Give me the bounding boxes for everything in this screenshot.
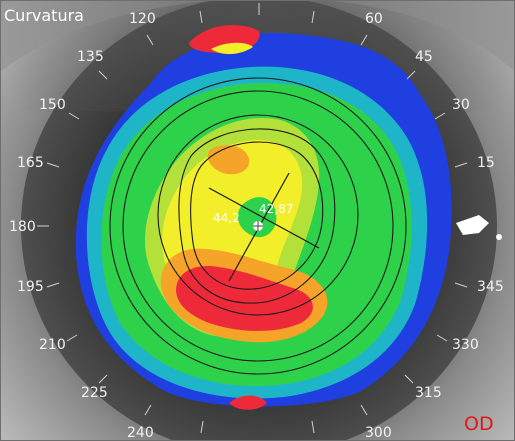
tick-60 bbox=[360, 34, 368, 46]
tick-255 bbox=[200, 420, 204, 434]
ring-irregular-inner bbox=[190, 141, 324, 290]
angle-label-15: 15 bbox=[477, 155, 495, 171]
tick-210 bbox=[66, 334, 78, 342]
specular-reflection bbox=[456, 215, 489, 235]
angle-label-60: 60 bbox=[365, 11, 383, 27]
zone-red bbox=[176, 266, 313, 331]
tick-195 bbox=[46, 282, 60, 288]
angle-label-345: 345 bbox=[477, 279, 504, 295]
tick-120 bbox=[146, 34, 154, 46]
ring-pupil bbox=[157, 114, 359, 316]
tick-30 bbox=[434, 112, 446, 120]
angle-label-330: 330 bbox=[452, 337, 479, 353]
reference-rings bbox=[109, 77, 407, 375]
angle-label-165: 165 bbox=[17, 155, 44, 171]
tick-240 bbox=[144, 404, 152, 416]
tick-330 bbox=[436, 334, 448, 342]
angle-label-120: 120 bbox=[129, 11, 156, 27]
angle-label-150: 150 bbox=[39, 97, 66, 113]
tick-165 bbox=[46, 162, 60, 168]
tick-15 bbox=[454, 162, 468, 168]
tick-105 bbox=[199, 10, 203, 24]
tick-75 bbox=[311, 10, 315, 24]
tick-315 bbox=[404, 374, 414, 384]
angle-labels: 120 60 135 45 150 30 165 15 180 195 345 … bbox=[9, 11, 504, 440]
tick-300 bbox=[360, 404, 368, 416]
map-title: Curvatura bbox=[4, 6, 84, 25]
tick-150 bbox=[68, 112, 80, 120]
angle-label-195: 195 bbox=[17, 279, 44, 295]
tick-45 bbox=[406, 70, 416, 80]
ring-middle bbox=[122, 90, 394, 362]
eye-indicator: OD bbox=[464, 413, 494, 435]
tick-345 bbox=[454, 282, 468, 288]
k-flat-readout: 44,2 bbox=[213, 211, 240, 225]
angle-label-315: 315 bbox=[415, 385, 442, 401]
zone-apex-green bbox=[237, 197, 277, 238]
angle-label-30: 30 bbox=[452, 97, 470, 113]
ring-outer bbox=[109, 77, 407, 375]
ring-irregular-outer bbox=[178, 128, 336, 304]
angle-label-225: 225 bbox=[81, 385, 108, 401]
angle-label-240: 240 bbox=[127, 425, 154, 440]
angle-label-45: 45 bbox=[415, 49, 433, 65]
angle-label-210: 210 bbox=[39, 337, 66, 353]
k-steep-readout: 42,87 bbox=[259, 202, 293, 216]
angle-label-300: 300 bbox=[365, 425, 392, 440]
superior-yellow-spot bbox=[211, 42, 253, 55]
inferior-red-spot bbox=[229, 395, 267, 410]
angle-label-135: 135 bbox=[77, 49, 104, 65]
tick-285 bbox=[311, 420, 315, 434]
zone-orange-island bbox=[207, 145, 250, 175]
specular-reflection-dot bbox=[496, 234, 502, 240]
tick-225 bbox=[98, 374, 108, 384]
tick-135 bbox=[98, 70, 108, 80]
angle-tick-marks bbox=[37, 3, 468, 434]
angle-label-180: 180 bbox=[9, 219, 36, 235]
